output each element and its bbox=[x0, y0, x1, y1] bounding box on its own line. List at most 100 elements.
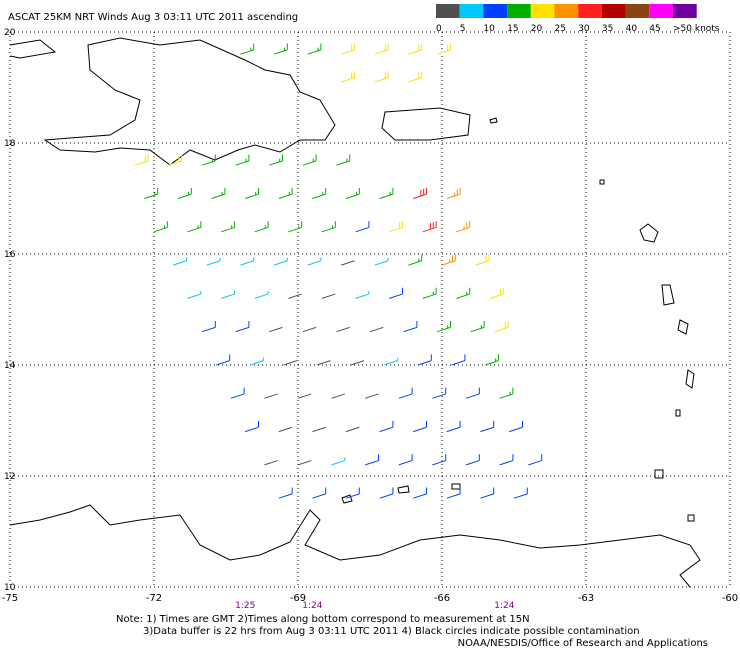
note-line: Note: 1) Times are GMT 2)Times along bot… bbox=[116, 614, 530, 625]
scale-label: 15 bbox=[507, 24, 518, 34]
wind-barb bbox=[374, 43, 389, 55]
hispaniola bbox=[43, 37, 336, 166]
lon-label: -72 bbox=[146, 593, 162, 604]
scale-label: 35 bbox=[602, 24, 613, 34]
pass-time: 1:24 bbox=[494, 601, 514, 611]
wind-barb bbox=[389, 287, 404, 299]
wind-barb bbox=[408, 71, 423, 83]
wind-barb bbox=[417, 354, 432, 366]
wind-barb bbox=[499, 454, 514, 466]
wind-barb bbox=[187, 290, 202, 299]
wind-barb bbox=[317, 360, 331, 366]
wind-barb bbox=[341, 71, 356, 83]
wind-barb bbox=[240, 43, 255, 55]
wind-barb bbox=[173, 257, 188, 266]
wind-barb bbox=[413, 187, 428, 199]
wind-barb bbox=[269, 326, 283, 333]
scale-label: 40 bbox=[626, 24, 638, 34]
lat-label: 20 bbox=[4, 28, 16, 38]
wind-barb bbox=[489, 287, 504, 299]
wind-barb bbox=[297, 393, 312, 399]
wind-barb bbox=[513, 487, 528, 499]
wind-barb bbox=[297, 460, 312, 466]
coastlines bbox=[9, 37, 701, 588]
wind-barb bbox=[379, 487, 394, 499]
scale-box bbox=[625, 4, 650, 18]
wind-barb bbox=[446, 187, 461, 199]
map-title: ASCAT 25KM NRT Winds Aug 3 03:11 UTC 201… bbox=[8, 12, 298, 23]
wind-barb bbox=[221, 221, 236, 233]
wind-barb bbox=[441, 254, 456, 266]
scale-box bbox=[436, 4, 460, 18]
wind-barb bbox=[480, 487, 495, 499]
lat-label: 14 bbox=[4, 361, 16, 371]
wind-barb bbox=[422, 221, 437, 233]
wind-barb bbox=[384, 357, 399, 366]
wind-barb bbox=[408, 43, 423, 55]
wind-barb bbox=[245, 420, 260, 433]
scale-label: 0 bbox=[436, 24, 442, 34]
wind-barb bbox=[134, 154, 149, 166]
wind-barb bbox=[168, 154, 183, 166]
lat-label: 10 bbox=[4, 583, 16, 593]
lon-label: -63 bbox=[578, 593, 594, 604]
wind-barb bbox=[177, 187, 192, 199]
wind-barb bbox=[422, 287, 437, 299]
scale-box bbox=[530, 4, 555, 18]
wind-barb bbox=[413, 487, 428, 499]
wind-barb bbox=[446, 420, 461, 433]
wind-barb bbox=[432, 454, 447, 466]
wind-barb bbox=[278, 426, 293, 433]
wind-barb bbox=[465, 387, 480, 399]
scale-label: 45 bbox=[649, 24, 660, 34]
lon-label: -60 bbox=[722, 593, 738, 604]
wind-barb bbox=[374, 71, 389, 83]
lon-label: -69 bbox=[290, 593, 306, 604]
wind-barb bbox=[480, 420, 495, 433]
scale-box bbox=[673, 4, 697, 18]
wind-barb bbox=[269, 154, 284, 166]
scale-box bbox=[483, 4, 508, 18]
scale-label: 20 bbox=[531, 24, 543, 34]
wind-barb bbox=[312, 187, 327, 199]
wind-barb bbox=[341, 260, 355, 266]
wind-barb bbox=[331, 457, 346, 466]
wind-barb bbox=[144, 187, 159, 199]
wind-barb bbox=[398, 454, 413, 466]
puerto-rico bbox=[381, 107, 471, 141]
wind-barb bbox=[201, 154, 216, 166]
wind-barb bbox=[273, 257, 288, 266]
wind-barb bbox=[379, 187, 394, 199]
wind-barb bbox=[240, 257, 255, 266]
wind-barb bbox=[264, 393, 278, 399]
wind-barb bbox=[374, 257, 389, 266]
wind-barb bbox=[485, 354, 500, 366]
wind-barb bbox=[408, 254, 423, 266]
pass-time: 1:24 bbox=[302, 601, 322, 611]
wind-barb bbox=[211, 187, 226, 199]
pass-time: 1:25 bbox=[235, 601, 255, 611]
wind-barb bbox=[312, 487, 327, 499]
wind-barb bbox=[369, 326, 384, 333]
scale-box bbox=[601, 4, 626, 18]
wind-barb bbox=[350, 360, 365, 366]
wind-barb bbox=[278, 487, 293, 499]
wind-barb bbox=[494, 321, 509, 333]
scale-label: 25 bbox=[555, 24, 566, 34]
scale-label: 30 bbox=[578, 24, 590, 34]
wind-barb bbox=[321, 221, 336, 233]
islands bbox=[341, 117, 695, 522]
wind-barb bbox=[365, 393, 379, 399]
lon-label: -66 bbox=[434, 593, 450, 604]
wind-barb bbox=[475, 254, 490, 266]
note-line: 3)Data buffer is 22 hrs from Aug 3 03:11… bbox=[143, 626, 640, 637]
wind-barb bbox=[307, 257, 322, 266]
wind-barb bbox=[389, 221, 404, 233]
wind-barb bbox=[345, 426, 360, 433]
wind-barb bbox=[307, 43, 322, 55]
wind-barb bbox=[470, 321, 485, 333]
wind-barb bbox=[336, 326, 350, 333]
wind-barb bbox=[264, 460, 278, 466]
wind-barb bbox=[302, 154, 317, 166]
wind-barb bbox=[288, 293, 302, 299]
